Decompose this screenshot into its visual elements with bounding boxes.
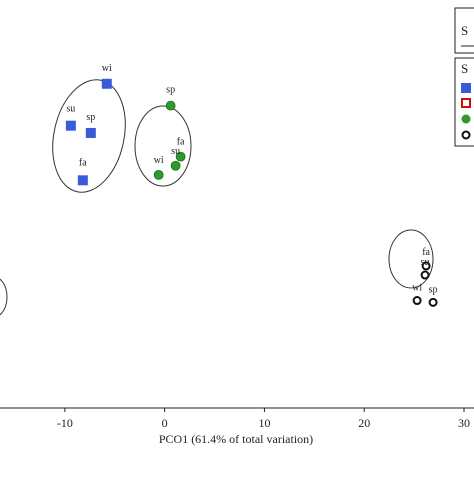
legend-box-2-label: S	[461, 61, 468, 76]
legend-marker-filled-square	[461, 83, 471, 93]
point-label: fa	[79, 157, 87, 168]
x-axis-title: PCO1 (61.4% of total variation)	[159, 432, 313, 446]
x-tick-label: 0	[162, 416, 168, 430]
data-point-open-circle	[420, 270, 430, 280]
data-point-square	[85, 127, 96, 138]
group-ellipse	[52, 79, 126, 193]
x-axis: -10 0 10 20 30	[0, 407, 474, 430]
data-point-circle	[165, 100, 176, 111]
data-point-circle	[170, 160, 181, 171]
point-label: sp	[429, 284, 438, 295]
legend-box-1-label: S	[461, 23, 468, 38]
group-ellipse	[0, 278, 8, 316]
x-tick-label: 20	[358, 416, 370, 430]
data-point-open-circle	[412, 296, 422, 306]
point-label: sp	[166, 85, 175, 96]
data-point-square	[101, 78, 112, 89]
data-point-circle	[153, 169, 164, 180]
legend-marker-open-square	[461, 98, 471, 108]
point-label: su	[66, 104, 75, 115]
legend-marker-open-circle	[461, 130, 471, 140]
data-point-circle	[175, 151, 186, 162]
point-label: fa	[422, 247, 430, 258]
legend-box-2	[454, 57, 474, 147]
point-label: fa	[177, 137, 185, 148]
group-ellipses	[0, 79, 434, 316]
group-ellipse	[388, 229, 434, 289]
x-tick-label: -10	[57, 416, 73, 430]
x-tick-label: 10	[258, 416, 270, 430]
data-points	[65, 78, 438, 307]
group-ellipse	[134, 105, 192, 187]
data-point-open-circle	[428, 297, 438, 307]
legend-marker-filled-circle	[461, 114, 471, 124]
point-label: su	[171, 146, 180, 157]
point-label: wi	[102, 63, 112, 74]
legend: SS	[454, 7, 474, 147]
data-point-square	[65, 120, 76, 131]
legend-box-1	[454, 7, 474, 54]
data-point-open-circle	[421, 261, 431, 271]
point-label: wi	[154, 155, 164, 166]
x-tick-label: 30	[458, 416, 470, 430]
data-point-square	[77, 175, 88, 186]
point-label: sp	[86, 112, 95, 123]
point-label: wi	[412, 283, 422, 294]
point-label: su	[421, 257, 430, 268]
